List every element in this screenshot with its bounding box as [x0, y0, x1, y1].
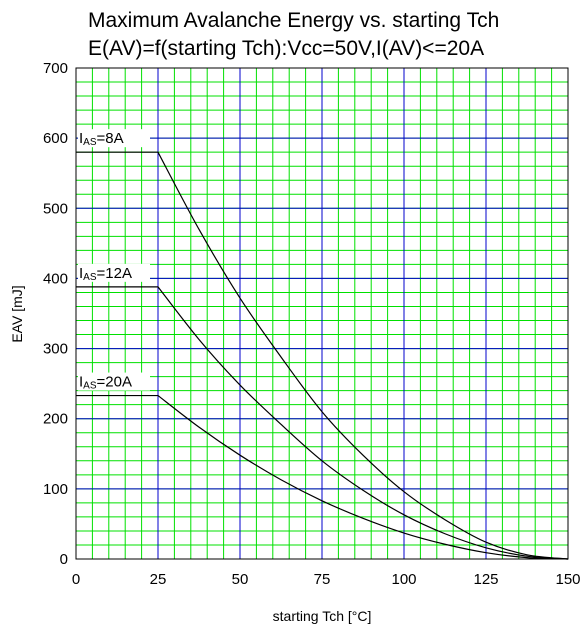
x-tick-label: 125 [473, 571, 498, 588]
y-axis-label: EAV [mJ] [9, 285, 25, 342]
series-label-bg [78, 263, 150, 282]
y-tick-label: 400 [43, 270, 68, 287]
series-line-3 [76, 394, 569, 560]
series-line-2 [76, 286, 569, 560]
y-tick-label: 300 [43, 341, 68, 358]
y-tick-label: 700 [43, 60, 68, 77]
series-label-2: IAS=12A [79, 265, 132, 283]
x-tick-label: 75 [314, 571, 331, 588]
y-tick-label: 600 [43, 130, 68, 147]
x-tick-label: 50 [232, 571, 249, 588]
series-label-bg [78, 129, 150, 148]
series-layer [76, 151, 569, 560]
series-label-bg [78, 372, 150, 391]
x-tick-label: 0 [72, 571, 80, 588]
x-axis-label: starting Tch [°C] [273, 608, 372, 624]
plot-frame [75, 67, 569, 560]
x-tick-label: 25 [150, 571, 167, 588]
x-tick-label: 150 [555, 571, 580, 588]
y-tick-label: 500 [43, 200, 68, 217]
series-line-1 [76, 151, 569, 560]
y-tick-labels: 0 100 200 300 400 500 600 700 [43, 60, 68, 568]
y-tick-label: 100 [43, 481, 68, 498]
series-annotations: IAS=8A IAS=12A IAS=20A [78, 129, 150, 392]
series-label-1: IAS=8A [79, 130, 124, 148]
series-label-3: IAS=20A [79, 374, 132, 392]
x-tick-label: 100 [391, 571, 416, 588]
y-tick-label: 0 [60, 551, 68, 568]
chart-subtitle: E(AV)=f(starting Tch):Vcc=50V,I(AV)<=20A [88, 37, 484, 60]
chart-title: Maximum Avalanche Energy vs. starting Tc… [88, 9, 499, 32]
y-tick-label: 200 [43, 411, 68, 428]
x-tick-labels: 0 25 50 75 100 125 150 [72, 571, 581, 588]
